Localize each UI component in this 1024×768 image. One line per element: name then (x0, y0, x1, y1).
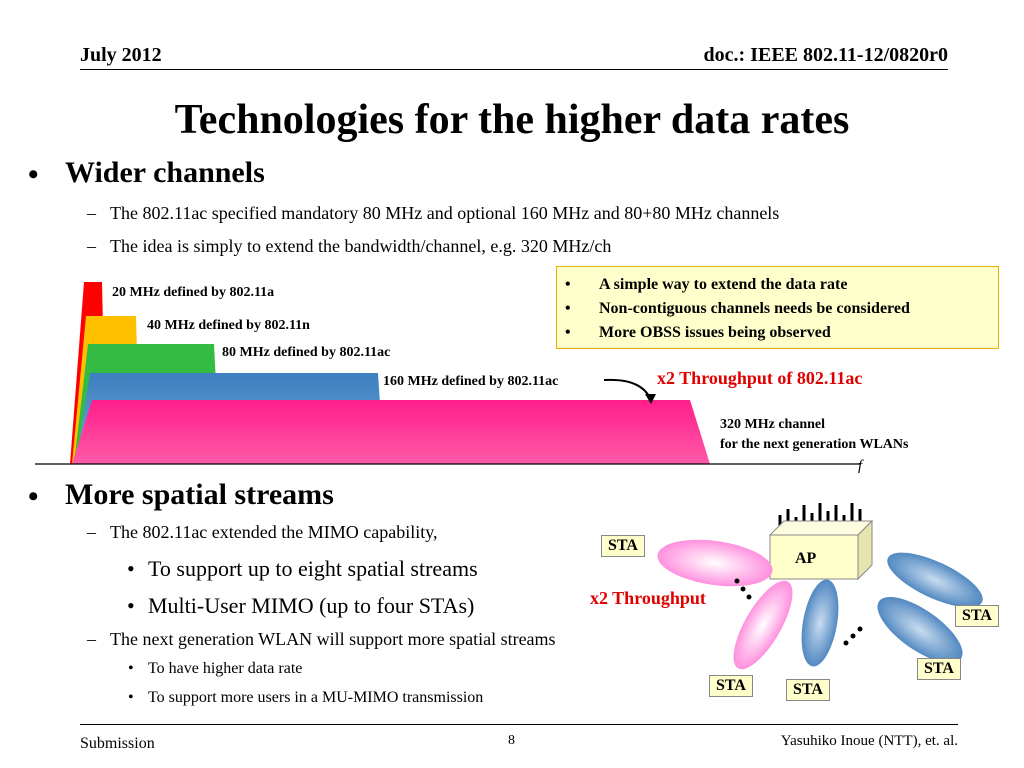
beam-blue-3 (887, 552, 983, 608)
sub-list-item: To support up to eight spatial streams (148, 556, 478, 581)
bullet-dot: • (127, 556, 135, 581)
channel-label-160mhz: 160 MHz defined by 802.11ac (383, 374, 559, 389)
curved-arrow-icon (603, 378, 651, 399)
slide-title: Technologies for the higher data rates (174, 97, 850, 143)
channel-bandwidth-diagram (35, 282, 860, 465)
beam-pink-2 (733, 580, 793, 670)
mu-mimo-diagram (657, 503, 983, 670)
sub-list-item: To support more users in a MU-MIMO trans… (148, 689, 484, 706)
notes-box: • A simple way to extend the data rate • N… (556, 266, 999, 349)
section-heading-wider-channels: Wider channels (65, 156, 265, 189)
bullet-dot: • (128, 660, 134, 677)
sub-list-item: To have higher data rate (148, 660, 303, 677)
footer-author: Yasuhiko Inoue (NTT), et. al. (780, 733, 958, 749)
ap-box-front (769, 534, 859, 580)
ap-label: AP (795, 550, 817, 567)
beam-pink-1 (657, 539, 773, 587)
sta-label: STA (601, 535, 645, 557)
list-item: The next generation WLAN will support mo… (110, 629, 556, 649)
bullet-dot: • (28, 480, 39, 513)
channel-label-20mhz: 20 MHz defined by 802.11a (112, 285, 275, 300)
channel-label-80mhz: 80 MHz defined by 802.11ac (222, 345, 391, 360)
sta-label: STA (917, 658, 961, 680)
mimo-throughput-label: x2 Throughput (590, 588, 706, 608)
header-rule (80, 69, 948, 70)
dash-marker: – (87, 203, 96, 223)
header-doc-id: doc.: IEEE 802.11-12/0820r0 (703, 44, 948, 66)
dash-marker: – (87, 236, 96, 256)
sta-label: STA (709, 675, 753, 697)
bullet-dot: • (28, 158, 39, 191)
dash-marker: – (87, 629, 96, 649)
list-item: The 802.11ac extended the MIMO capabilit… (110, 522, 438, 542)
footer-submission: Submission (80, 735, 155, 752)
dash-marker: – (87, 522, 96, 542)
channel-320mhz-shape (72, 400, 710, 464)
sta-label: STA (786, 679, 830, 701)
axis-label-f: f (858, 458, 863, 474)
header-date: July 2012 (80, 44, 162, 66)
ellipsis-dots-icon (734, 578, 863, 646)
arrow-head-icon (645, 394, 656, 404)
channel-label-320mhz-line2: for the next generation WLANs (720, 437, 909, 452)
ap-box-top (768, 520, 874, 536)
sub-list-item: Multi-User MIMO (up to four STAs) (148, 593, 475, 618)
channel-label-320mhz: 320 MHz channel (720, 417, 825, 432)
section-heading-spatial-streams: More spatial streams (65, 478, 334, 511)
list-item: The 802.11ac specified mandatory 80 MHz … (110, 203, 780, 223)
bullet-dot: • (128, 689, 134, 706)
page-number: 8 (508, 733, 515, 748)
bullet-dot: • (127, 593, 135, 618)
throughput-label: x2 Throughput of 802.11ac (657, 368, 863, 388)
channel-label-40mhz: 40 MHz defined by 802.11n (147, 318, 310, 333)
beam-blue-2 (877, 596, 963, 664)
sta-label: STA (955, 605, 999, 627)
beam-blue-1 (801, 579, 839, 667)
footer-rule (80, 724, 958, 725)
list-item: The idea is simply to extend the bandwid… (110, 236, 612, 256)
